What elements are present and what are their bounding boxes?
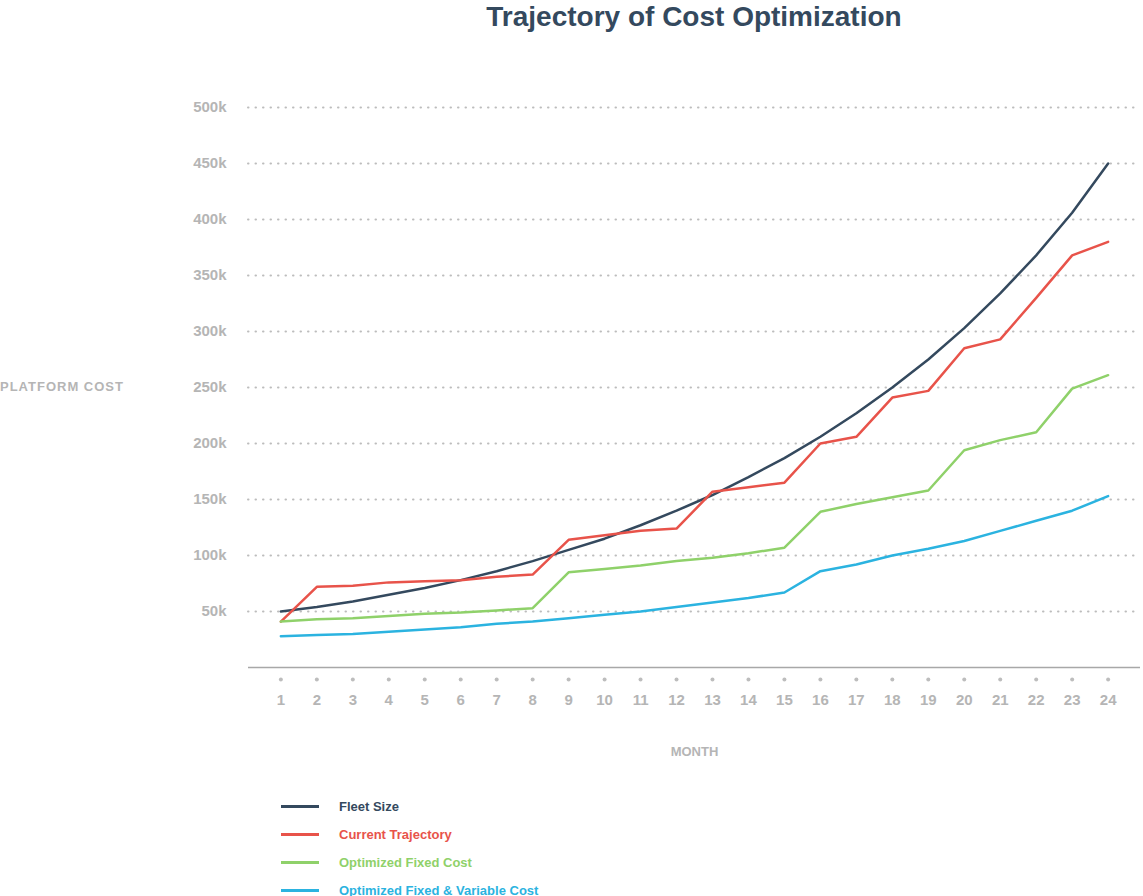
svg-text:20: 20	[956, 691, 973, 708]
svg-text:14: 14	[740, 691, 757, 708]
svg-text:200k: 200k	[193, 434, 227, 451]
svg-text:9: 9	[564, 691, 572, 708]
svg-text:350k: 350k	[193, 266, 227, 283]
html-text:Fleet Size: Fleet Size	[339, 798, 399, 814]
svg-text:17: 17	[848, 691, 865, 708]
svg-text:450k: 450k	[193, 154, 227, 171]
svg-text:24: 24	[1100, 691, 1117, 708]
svg-text:300k: 300k	[193, 322, 227, 339]
svg-text:400k: 400k	[193, 210, 227, 227]
svg-text:15: 15	[776, 691, 793, 708]
svg-text:250k: 250k	[193, 378, 227, 395]
svg-text:100k: 100k	[193, 546, 227, 563]
svg-text:2: 2	[313, 691, 321, 708]
svg-text:1: 1	[277, 691, 285, 708]
svg-text:22: 22	[1028, 691, 1045, 708]
svg-text:4: 4	[385, 691, 394, 708]
svg-text:150k: 150k	[193, 490, 227, 507]
html-text:Trajectory of Cost Optimizatio: Trajectory of Cost Optimization	[486, 1, 902, 32]
svg-text:MONTH: MONTH	[671, 744, 719, 759]
svg-text:500k: 500k	[193, 98, 227, 115]
svg-text:5: 5	[421, 691, 429, 708]
svg-text:10: 10	[596, 691, 613, 708]
svg-text:50k: 50k	[201, 602, 227, 619]
svg-text:11: 11	[633, 691, 649, 708]
svg-text:7: 7	[493, 691, 501, 708]
svg-text:18: 18	[884, 691, 901, 708]
html-text:Current Trajectory: Current Trajectory	[339, 826, 452, 842]
svg-text:6: 6	[457, 691, 465, 708]
svg-text:13: 13	[704, 691, 721, 708]
html-text:PLATFORM COST: PLATFORM COST	[0, 379, 124, 394]
svg-text:19: 19	[920, 691, 937, 708]
svg-text:21: 21	[992, 691, 1009, 708]
svg-text:3: 3	[349, 691, 357, 708]
svg-text:12: 12	[668, 691, 685, 708]
svg-text:23: 23	[1064, 691, 1081, 708]
svg-text:16: 16	[812, 691, 829, 708]
svg-text:8: 8	[528, 691, 536, 708]
html-text:Optimized Fixed Cost: Optimized Fixed Cost	[339, 854, 472, 870]
